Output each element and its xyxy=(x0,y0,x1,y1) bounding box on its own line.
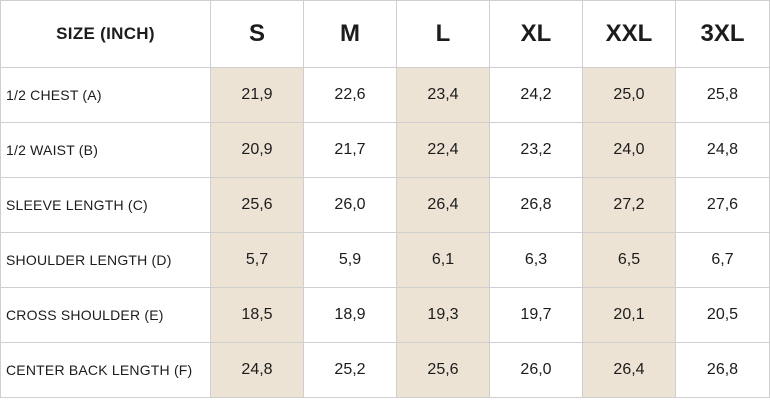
row-label: 1/2 WAIST (B) xyxy=(0,122,211,178)
value-cell: 20,1 xyxy=(582,287,676,343)
value-cell: 25,0 xyxy=(582,67,676,123)
value-cell: 27,2 xyxy=(582,177,676,233)
value-cell: 26,8 xyxy=(489,177,583,233)
row-label: 1/2 CHEST (A) xyxy=(0,67,211,123)
row-label: CENTER BACK LENGTH (F) xyxy=(0,342,211,398)
header-row: SIZE (INCH) S M L XL XXL 3XL xyxy=(0,0,770,68)
value-cell: 20,5 xyxy=(675,287,770,343)
value-cell: 6,7 xyxy=(675,232,770,288)
value-cell: 26,4 xyxy=(396,177,490,233)
value-cell: 18,9 xyxy=(303,287,397,343)
value-cell: 24,0 xyxy=(582,122,676,178)
value-cell: 25,6 xyxy=(396,342,490,398)
row-label: SHOULDER LENGTH (D) xyxy=(0,232,211,288)
value-cell: 26,0 xyxy=(303,177,397,233)
size-header: 3XL xyxy=(675,0,770,68)
value-cell: 24,2 xyxy=(489,67,583,123)
value-cell: 21,9 xyxy=(210,67,304,123)
size-header: M xyxy=(303,0,397,68)
value-cell: 26,0 xyxy=(489,342,583,398)
value-cell: 26,8 xyxy=(675,342,770,398)
value-cell: 6,5 xyxy=(582,232,676,288)
value-cell: 22,6 xyxy=(303,67,397,123)
value-cell: 23,2 xyxy=(489,122,583,178)
value-cell: 19,3 xyxy=(396,287,490,343)
value-cell: 18,5 xyxy=(210,287,304,343)
value-cell: 21,7 xyxy=(303,122,397,178)
value-cell: 24,8 xyxy=(210,342,304,398)
value-cell: 23,4 xyxy=(396,67,490,123)
value-cell: 20,9 xyxy=(210,122,304,178)
value-cell: 25,8 xyxy=(675,67,770,123)
table-row: 1/2 WAIST (B) 20,9 21,7 22,4 23,2 24,0 2… xyxy=(0,122,770,178)
value-cell: 6,1 xyxy=(396,232,490,288)
row-label: CROSS SHOULDER (E) xyxy=(0,287,211,343)
table-row: CENTER BACK LENGTH (F) 24,8 25,2 25,6 26… xyxy=(0,342,770,398)
size-header: XL xyxy=(489,0,583,68)
table-row: 1/2 CHEST (A) 21,9 22,6 23,4 24,2 25,0 2… xyxy=(0,67,770,123)
value-cell: 5,9 xyxy=(303,232,397,288)
value-cell: 5,7 xyxy=(210,232,304,288)
table-row: SLEEVE LENGTH (C) 25,6 26,0 26,4 26,8 27… xyxy=(0,177,770,233)
size-header: XXL xyxy=(582,0,676,68)
corner-header: SIZE (INCH) xyxy=(0,0,211,68)
size-header: L xyxy=(396,0,490,68)
value-cell: 26,4 xyxy=(582,342,676,398)
table-row: CROSS SHOULDER (E) 18,5 18,9 19,3 19,7 2… xyxy=(0,287,770,343)
table-row: SHOULDER LENGTH (D) 5,7 5,9 6,1 6,3 6,5 … xyxy=(0,232,770,288)
value-cell: 22,4 xyxy=(396,122,490,178)
size-header: S xyxy=(210,0,304,68)
row-label: SLEEVE LENGTH (C) xyxy=(0,177,211,233)
value-cell: 25,2 xyxy=(303,342,397,398)
value-cell: 27,6 xyxy=(675,177,770,233)
value-cell: 25,6 xyxy=(210,177,304,233)
value-cell: 6,3 xyxy=(489,232,583,288)
value-cell: 24,8 xyxy=(675,122,770,178)
value-cell: 19,7 xyxy=(489,287,583,343)
